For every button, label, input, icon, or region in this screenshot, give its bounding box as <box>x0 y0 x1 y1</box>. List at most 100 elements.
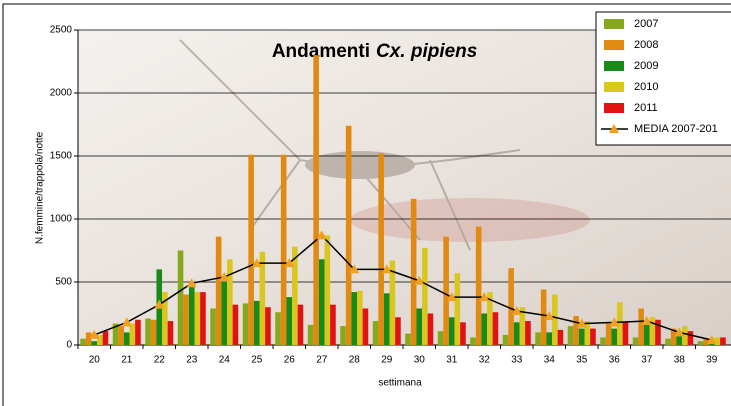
y-tick-label: 1500 <box>50 151 73 162</box>
bar <box>286 297 292 345</box>
bar <box>200 292 206 345</box>
x-tick-label: 26 <box>284 355 296 366</box>
bar <box>623 322 629 345</box>
bar <box>178 251 184 346</box>
x-tick-label: 20 <box>89 355 101 366</box>
bar <box>80 339 86 345</box>
legend-label: 2007 <box>634 18 658 30</box>
bar <box>265 307 271 345</box>
bar <box>606 324 612 345</box>
bar <box>617 302 623 345</box>
x-tick-label: 29 <box>381 355 393 366</box>
bar <box>319 259 325 345</box>
bar <box>416 308 422 345</box>
bar <box>676 336 682 345</box>
bar <box>443 237 449 345</box>
legend-label: 2008 <box>634 39 658 51</box>
legend-label: MEDIA 2007-201 <box>634 123 718 135</box>
bar <box>503 335 509 345</box>
bar <box>481 314 487 346</box>
bar <box>508 268 514 345</box>
bar <box>514 322 520 345</box>
bar <box>428 314 434 346</box>
bar <box>611 329 617 345</box>
bar <box>130 324 136 345</box>
y-tick-label: 2000 <box>50 88 73 99</box>
x-tick-label: 22 <box>154 355 166 366</box>
x-tick-label: 39 <box>706 355 718 366</box>
bar <box>644 324 650 345</box>
bar <box>688 331 694 345</box>
y-tick-label: 500 <box>55 277 72 288</box>
bar <box>118 326 124 345</box>
y-tick-label: 1000 <box>50 214 73 225</box>
bar <box>638 308 644 345</box>
bar <box>210 308 216 345</box>
bar <box>281 155 287 345</box>
x-tick-label: 31 <box>446 355 458 366</box>
legend-label: 2010 <box>634 81 658 93</box>
bar <box>378 153 384 345</box>
bar <box>373 321 379 345</box>
bar <box>438 331 444 345</box>
bar <box>665 339 671 345</box>
bar <box>449 317 455 345</box>
y-tick-label: 2500 <box>50 25 73 36</box>
chart: Andamenti Cx. pipiens N.femmine/trappola… <box>0 0 731 406</box>
bar <box>600 337 606 345</box>
bar <box>254 301 260 345</box>
bar <box>633 337 639 345</box>
chart-title: Andamenti <box>272 41 370 62</box>
bar <box>189 287 195 345</box>
x-tick-label: 30 <box>414 355 426 366</box>
x-tick-label: 37 <box>641 355 653 366</box>
bar <box>535 332 541 345</box>
legend-label: 2011 <box>634 102 658 114</box>
bar <box>422 248 428 345</box>
bar <box>183 295 189 345</box>
bar <box>340 326 346 345</box>
bar <box>720 337 726 345</box>
bar <box>346 126 352 345</box>
x-tick-label: 35 <box>576 355 588 366</box>
bar <box>650 317 656 345</box>
bar <box>275 312 281 345</box>
bar <box>405 334 411 345</box>
bar <box>590 329 596 345</box>
bar <box>243 303 249 345</box>
bar <box>313 55 319 345</box>
bar <box>292 247 298 345</box>
bar <box>541 290 547 345</box>
bar <box>470 337 476 345</box>
bar <box>568 326 574 345</box>
bar <box>357 291 363 345</box>
bar <box>455 273 461 345</box>
legend-swatch <box>604 19 624 29</box>
bar <box>308 325 314 345</box>
bar <box>573 316 579 345</box>
bar <box>145 319 151 345</box>
bar <box>135 320 141 345</box>
x-tick-label: 23 <box>186 355 198 366</box>
x-axis-label: settimana <box>378 378 422 389</box>
x-tick-label: 33 <box>511 355 523 366</box>
y-tick-label: 0 <box>66 340 72 351</box>
bar <box>97 335 103 345</box>
bar <box>298 305 304 345</box>
bar <box>476 227 482 345</box>
legend: 2007 2008 2009 2010 2011 MEDIA 2007-201 <box>596 12 731 145</box>
x-tick-label: 27 <box>316 355 328 366</box>
legend-swatch <box>604 40 624 50</box>
bar <box>698 341 704 345</box>
bar <box>384 293 390 345</box>
x-tick-label: 34 <box>544 355 556 366</box>
bar <box>325 235 331 345</box>
bar <box>395 317 401 345</box>
bar <box>363 308 369 345</box>
bar <box>151 320 157 345</box>
bar <box>546 332 552 345</box>
legend-label: 2009 <box>634 60 658 72</box>
legend-swatch <box>604 82 624 92</box>
bar <box>195 292 201 345</box>
bar <box>221 282 227 345</box>
